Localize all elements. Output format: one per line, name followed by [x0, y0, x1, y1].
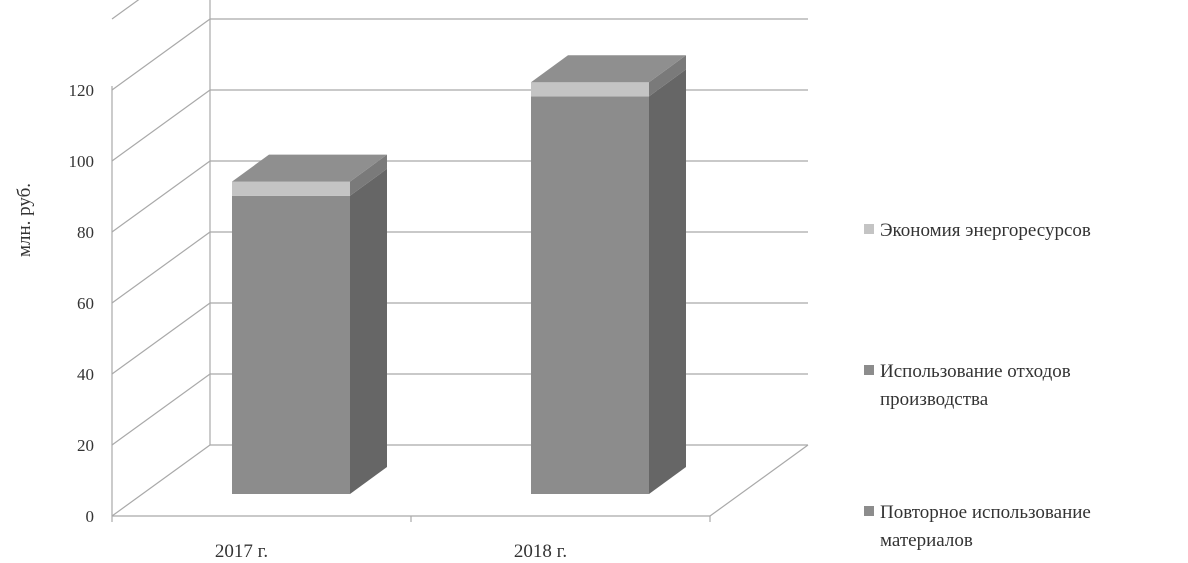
bar-segment-front: [531, 96, 649, 495]
y-tick-label: 20: [77, 436, 94, 455]
bar-segment-front: [232, 195, 350, 495]
bar-top-face: [531, 55, 686, 83]
y-tick-label: 120: [69, 81, 95, 100]
floor-right-edge: [709, 444, 809, 517]
legend-item: Экономия энергоресурсов: [864, 220, 1091, 241]
y-tick-label: 40: [77, 365, 94, 384]
legend-label: материалов: [880, 530, 973, 551]
x-category-labels: 2017 г. 2018 г.: [215, 541, 567, 562]
bar-top-face: [232, 154, 387, 182]
gridlines: [111, 0, 808, 517]
bars: [232, 55, 686, 495]
gridline-diagonal: [111, 89, 211, 162]
y-tick-label: 100: [69, 152, 95, 171]
bar-stack: [531, 55, 686, 495]
bar-segment-side: [649, 55, 686, 97]
legend: Экономия энергоресурсов Использование отх…: [864, 220, 1091, 551]
legend-label: Использование отходов: [880, 361, 1071, 382]
bar-segment-side: [350, 154, 387, 196]
y-tick-labels: 0 20 40 60 80 100 120: [69, 81, 95, 526]
legend-item: Повторное использование материалов: [864, 502, 1091, 551]
y-tick-label: 80: [77, 223, 94, 242]
bar-stack: [232, 154, 387, 495]
legend-swatch: [864, 365, 874, 375]
x-category-label: 2018 г.: [514, 541, 567, 562]
legend-label: Экономия энергоресурсов: [880, 220, 1091, 241]
bar-segment-front: [232, 181, 350, 196]
y-axis-label: млн. руб.: [14, 183, 35, 257]
x-category-label: 2017 г.: [215, 541, 268, 562]
bar-segment-side: [350, 168, 387, 495]
gridline-diagonal: [111, 160, 211, 233]
bar-segment-side: [649, 69, 686, 495]
y-tick-label: 0: [86, 507, 95, 526]
legend-swatch: [864, 224, 874, 234]
axes: [111, 86, 809, 522]
gridline-diagonal: [111, 231, 211, 304]
gridline-diagonal: [111, 444, 211, 517]
y-tick-label: 60: [77, 294, 94, 313]
legend-label: Повторное использование: [880, 502, 1091, 523]
gridline-diagonal: [111, 302, 211, 375]
legend-item: Использование отходов производства: [864, 361, 1071, 410]
gridline-diagonal: [111, 18, 211, 91]
legend-label: производства: [880, 389, 989, 410]
bar-segment-front: [531, 82, 649, 97]
legend-swatch: [864, 506, 874, 516]
gridline-diagonal: [111, 373, 211, 446]
gridline-diagonal: [111, 0, 140, 20]
